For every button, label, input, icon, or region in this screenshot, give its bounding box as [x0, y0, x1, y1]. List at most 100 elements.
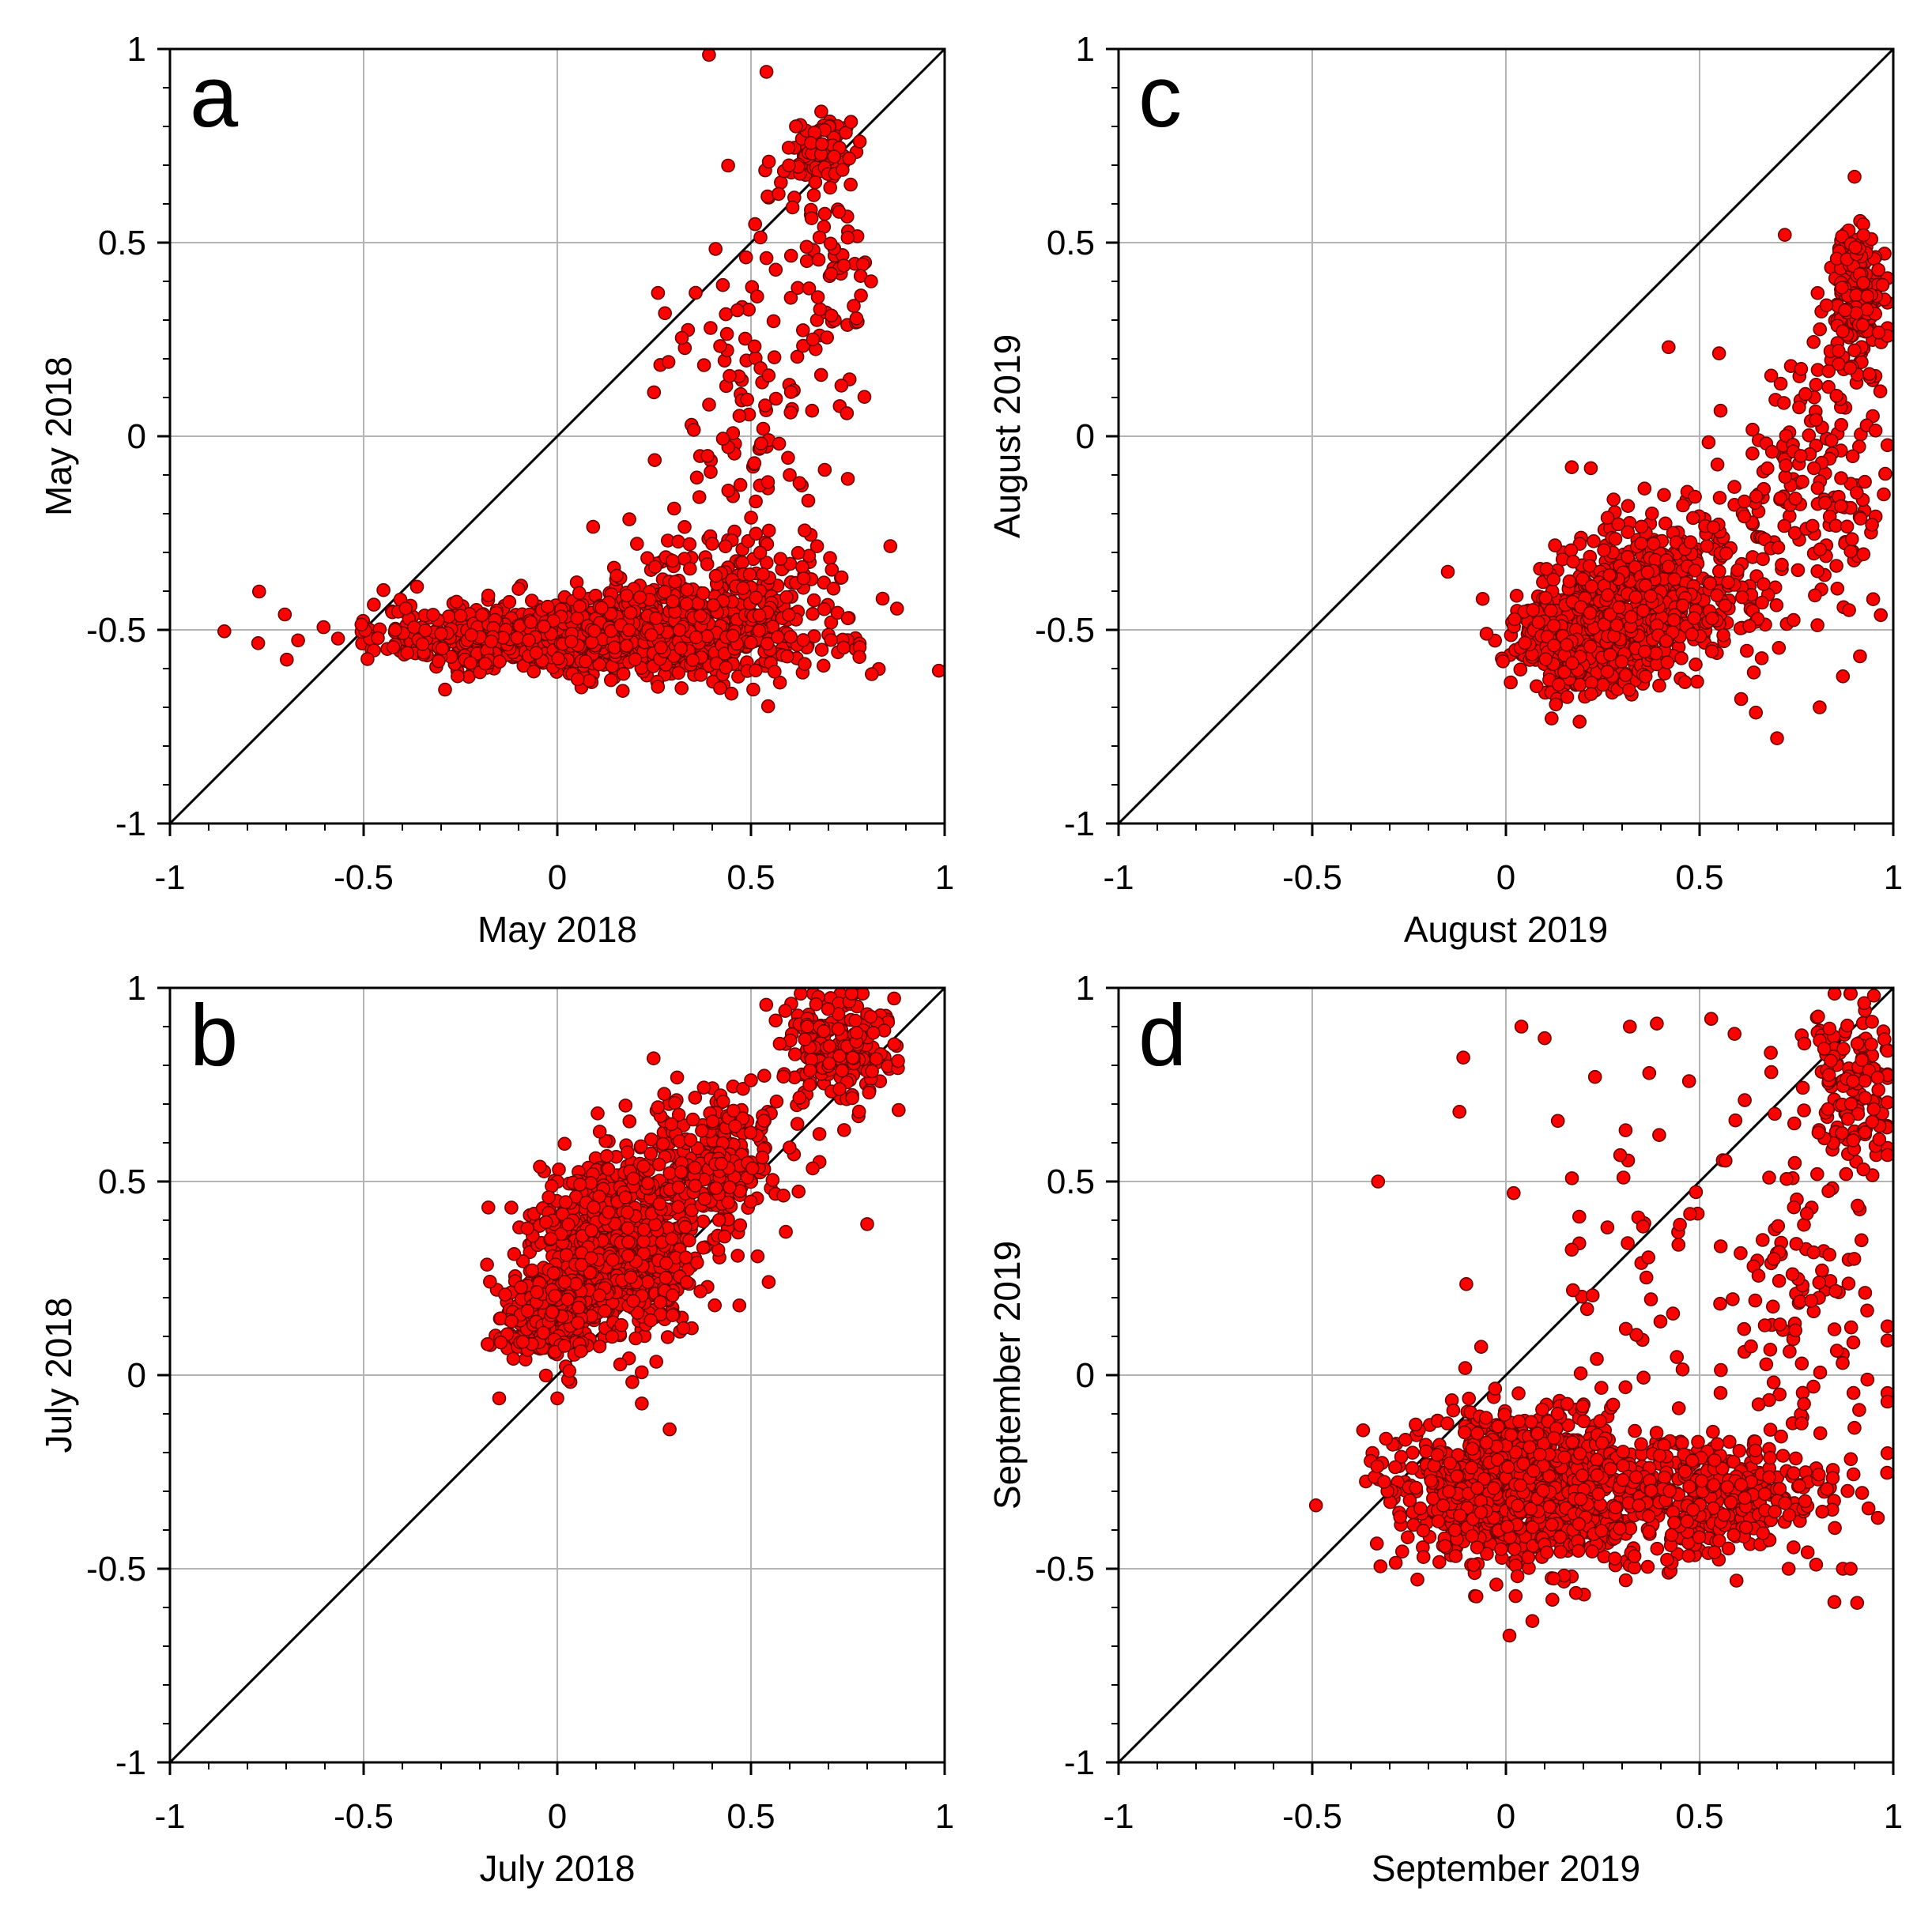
data-point — [573, 1344, 588, 1359]
data-point — [658, 1271, 674, 1285]
data-point — [1819, 298, 1834, 313]
data-point — [498, 1287, 512, 1302]
data-point — [843, 177, 858, 192]
data-point — [702, 398, 716, 412]
data-point — [1873, 384, 1888, 399]
data-point — [592, 1339, 607, 1354]
data-point — [723, 368, 737, 383]
data-point — [749, 289, 764, 304]
data-point — [674, 680, 689, 695]
data-point — [744, 635, 758, 650]
data-point — [1742, 619, 1757, 633]
data-point — [1666, 612, 1681, 628]
data-point — [741, 302, 757, 317]
data-point — [1538, 590, 1553, 605]
data-point — [760, 636, 775, 651]
data-point — [400, 646, 415, 661]
data-point — [667, 1095, 682, 1110]
data-point — [1689, 657, 1703, 672]
data-point — [688, 1178, 703, 1193]
data-point — [640, 1176, 655, 1191]
data-point — [431, 654, 446, 669]
data-point — [1713, 403, 1728, 418]
data-point — [768, 1013, 783, 1028]
data-point — [1618, 668, 1633, 683]
data-point — [796, 633, 811, 647]
data-point — [474, 608, 489, 623]
data-point — [1740, 643, 1754, 658]
data-point — [557, 1339, 572, 1353]
panel-d: 1 0.5 0 -0.5 -1 -1 -0.5 0 0.5 1 Septembe… — [987, 969, 1903, 1889]
data-point — [704, 465, 718, 480]
data-point — [606, 1253, 620, 1267]
data-point — [584, 635, 599, 650]
data-point — [674, 1165, 689, 1179]
data-point — [792, 476, 807, 491]
data-point — [661, 355, 676, 369]
data-point — [1787, 612, 1801, 628]
data-point — [824, 615, 839, 630]
data-point — [1810, 285, 1825, 300]
data-point — [1830, 581, 1845, 596]
data-point — [806, 1161, 820, 1176]
data-point — [761, 1275, 776, 1289]
data-point — [865, 1064, 879, 1079]
x-axis-title: July 2018 — [480, 1848, 636, 1889]
data-point — [557, 1275, 572, 1289]
data-point — [1871, 262, 1885, 277]
data-point — [587, 624, 602, 639]
data-point — [492, 654, 507, 669]
data-point — [674, 330, 689, 345]
data-point — [1719, 546, 1734, 561]
data-point — [634, 1365, 649, 1380]
data-point — [1806, 461, 1821, 476]
data-point — [1531, 615, 1545, 630]
data-point — [1614, 654, 1629, 669]
data-point — [651, 1157, 666, 1172]
data-point — [851, 1104, 866, 1119]
data-point — [277, 607, 292, 622]
data-point — [1838, 303, 1852, 318]
data-point — [572, 599, 587, 614]
data-point — [1688, 489, 1702, 504]
data-point — [790, 349, 805, 364]
data-point — [802, 281, 817, 296]
data-point — [692, 490, 707, 504]
data-point — [619, 639, 634, 654]
data-point — [760, 699, 775, 714]
data-point — [745, 1161, 760, 1176]
data-point — [732, 1298, 747, 1313]
data-point — [767, 665, 782, 679]
data-point — [706, 597, 721, 612]
data-point — [1710, 457, 1725, 472]
data-point — [708, 242, 723, 256]
data-point — [664, 1117, 679, 1132]
y-axis-title: August 2019 — [987, 334, 1028, 538]
data-point — [1853, 511, 1868, 526]
data-point — [1546, 572, 1560, 587]
data-point — [662, 1166, 677, 1181]
data-point — [840, 230, 855, 245]
data-point — [621, 1221, 636, 1235]
data-point — [1764, 368, 1779, 383]
data-point — [676, 1321, 691, 1336]
data-point — [1878, 466, 1892, 481]
data-point — [367, 597, 381, 612]
data-point — [822, 1038, 837, 1053]
data-point — [653, 1295, 668, 1310]
data-point — [1809, 377, 1824, 392]
data-point — [726, 628, 740, 643]
data-point — [827, 149, 841, 164]
data-point — [640, 1275, 655, 1289]
data-point — [1661, 560, 1676, 574]
data-point — [696, 358, 711, 372]
data-point — [1760, 461, 1775, 476]
data-point — [1643, 589, 1658, 604]
data-point — [415, 637, 430, 651]
data-point — [562, 1363, 577, 1378]
data-point — [658, 1256, 674, 1271]
data-point — [1564, 460, 1579, 475]
data-point — [388, 623, 402, 638]
data-point — [1530, 679, 1544, 694]
data-point — [463, 656, 477, 670]
